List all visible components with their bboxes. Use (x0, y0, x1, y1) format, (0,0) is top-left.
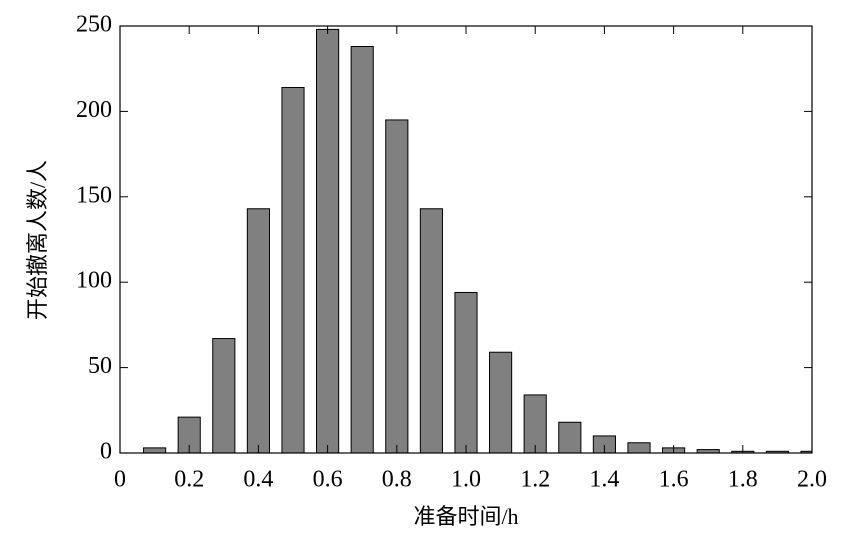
bar (316, 28, 340, 453)
bar (454, 291, 478, 453)
y-axis-label: 开始撤离人数/人 (25, 160, 50, 320)
bar (592, 435, 616, 453)
x-tick-label: 1.6 (659, 467, 689, 493)
y-tick-label: 250 (76, 12, 112, 38)
bar (350, 45, 374, 453)
bar (696, 449, 720, 453)
x-tick-label: 2.0 (797, 467, 827, 493)
bar (246, 208, 270, 453)
bar (385, 119, 409, 453)
x-tick-label: 1.2 (520, 467, 550, 493)
y-tick-label: 50 (88, 353, 112, 379)
x-tick-label: 0 (114, 467, 126, 493)
bar (523, 394, 547, 453)
bar (627, 442, 651, 453)
x-tick-label: 0.2 (174, 467, 204, 493)
y-tick-label: 100 (76, 268, 112, 294)
x-tick-label: 1.0 (451, 467, 481, 493)
x-tick-label: 1.4 (589, 467, 619, 493)
bar (281, 86, 305, 453)
bar (143, 447, 167, 453)
x-tick-label: 0.6 (313, 467, 343, 493)
y-tick-label: 200 (76, 97, 112, 123)
x-tick-label: 0.4 (243, 467, 273, 493)
bars (143, 28, 812, 453)
bar (489, 351, 513, 453)
y-tick-label: 0 (100, 439, 112, 465)
y-tick-label: 150 (76, 182, 112, 208)
x-tick-label: 1.8 (728, 467, 758, 493)
x-tick-label: 0.8 (382, 467, 412, 493)
x-axis-label: 准备时间/h (413, 504, 518, 529)
bar (419, 208, 443, 453)
bar (558, 421, 582, 453)
bar (212, 338, 236, 453)
